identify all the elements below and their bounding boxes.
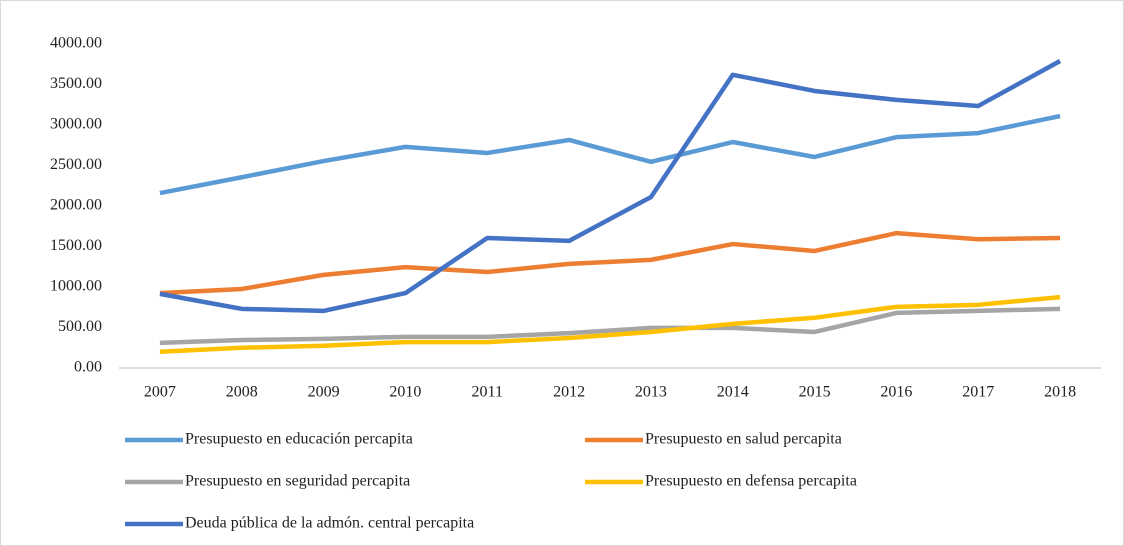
x-tick-label: 2010 [389, 384, 421, 401]
y-tick-label: 1000.00 [50, 278, 102, 295]
y-tick-label: 2500.00 [50, 156, 102, 173]
line-series [159, 59, 1062, 314]
legend-label: Presupuesto en educación percapita [185, 431, 413, 448]
y-tick-label: 1500.00 [50, 237, 102, 254]
x-tick-label: 2018 [1044, 384, 1076, 401]
x-tick-label: 2014 [717, 384, 749, 401]
legend-label: Presupuesto en salud percapita [645, 431, 842, 448]
x-tick-label: 2012 [553, 384, 585, 401]
y-tick-label: 2000.00 [50, 197, 102, 214]
line-series [159, 294, 1061, 355]
y-tick-label: 3000.00 [50, 116, 102, 133]
line-series [159, 306, 1061, 346]
line-series [159, 230, 1061, 296]
y-tick-label: 500.00 [58, 318, 102, 335]
legend-label: Presupuesto en defensa percapita [645, 473, 857, 490]
x-tick-label: 2017 [962, 384, 994, 401]
x-tick-label: 2016 [880, 384, 912, 401]
x-tick-label: 2007 [144, 384, 176, 401]
legend-label: Deuda pública de la admón. central perca… [185, 515, 474, 532]
x-tick-label: 2009 [308, 384, 340, 401]
y-tick-label: 3500.00 [50, 75, 102, 92]
line-series [159, 113, 1061, 196]
x-tick-label: 2008 [226, 384, 258, 401]
x-tick-label: 2015 [799, 384, 831, 401]
y-tick-label: 4000.00 [50, 35, 102, 52]
x-tick-label: 2013 [635, 384, 667, 401]
legend-label: Presupuesto en seguridad percapita [185, 473, 410, 490]
x-tick-label: 2011 [472, 384, 503, 401]
y-tick-label: 0.00 [74, 359, 102, 376]
